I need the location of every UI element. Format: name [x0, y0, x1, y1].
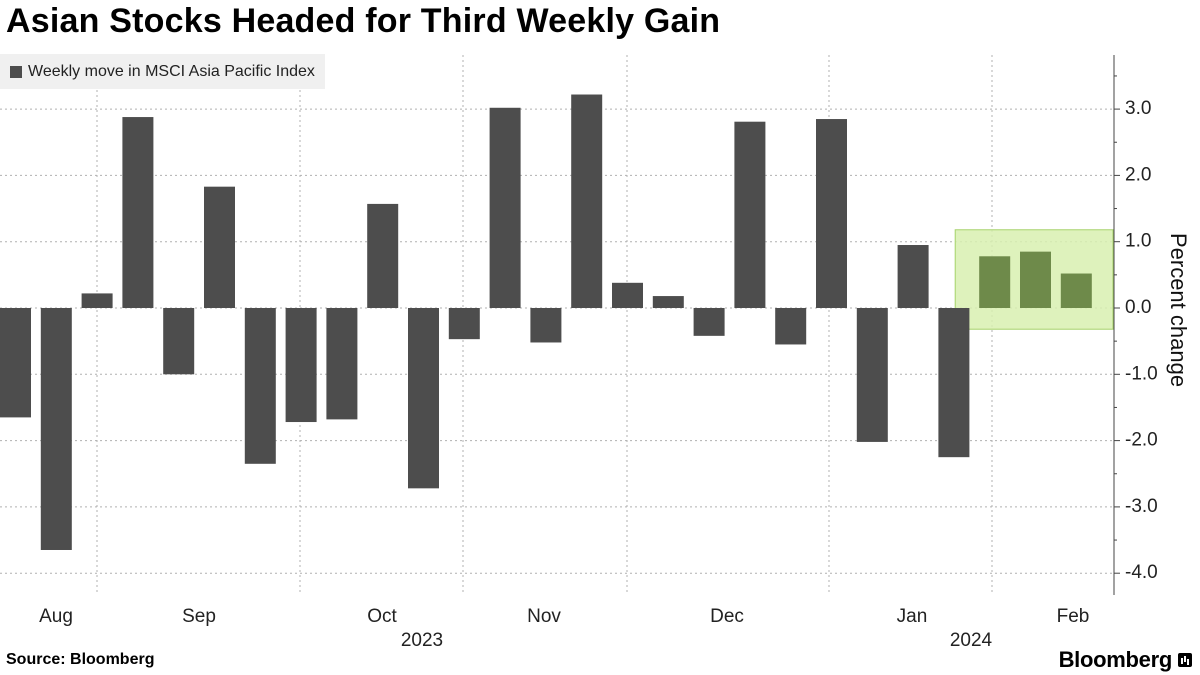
bar — [979, 256, 1011, 308]
y-tick-label: 3.0 — [1125, 98, 1151, 119]
x-axis: Aug Sep Oct Nov Dec Jan Feb 2023 2024 — [39, 606, 1089, 651]
bar — [734, 121, 766, 309]
x-year-label: 2024 — [950, 630, 993, 651]
bar — [163, 308, 195, 375]
bloomberg-logo: Bloomberg — [1059, 647, 1192, 673]
bloomberg-chart-icon — [1178, 653, 1192, 667]
bar — [612, 282, 643, 308]
x-month-label: Oct — [367, 606, 397, 627]
brand-name: Bloomberg — [1058, 647, 1173, 672]
legend-swatch — [10, 65, 22, 78]
bar — [1020, 251, 1051, 308]
bar — [285, 308, 317, 423]
bar — [1060, 273, 1092, 308]
bar — [856, 308, 888, 442]
y-tick-label: -2.0 — [1125, 430, 1158, 451]
bar — [897, 245, 929, 308]
bar — [816, 119, 847, 308]
bar — [244, 308, 276, 464]
y-tick-label: 0.0 — [1125, 297, 1151, 318]
y-tick-label: -4.0 — [1125, 562, 1158, 583]
y-axis-label: Percent change — [1166, 233, 1191, 387]
bar — [775, 308, 807, 345]
x-month-label: Aug — [39, 606, 73, 627]
x-month-label: Jan — [897, 606, 928, 627]
source-note: Source: Bloomberg — [6, 651, 155, 668]
x-month-label: Nov — [527, 606, 561, 627]
bar — [81, 293, 113, 308]
x-year-label: 2023 — [401, 630, 443, 651]
bar — [652, 296, 684, 308]
y-axis: 3.0 2.0 1.0 0.0 -1.0 -2.0 -3.0 -4.0 — [1113, 55, 1158, 595]
y-tick-label: -3.0 — [1125, 496, 1158, 517]
bar — [326, 308, 358, 420]
x-month-label: Dec — [710, 606, 744, 627]
bars — [0, 94, 1092, 550]
bar — [367, 203, 399, 308]
bar — [448, 308, 480, 340]
chart-title: Asian Stocks Headed for Third Weekly Gai… — [6, 2, 721, 40]
bar — [0, 308, 31, 418]
x-month-label: Sep — [182, 606, 216, 627]
y-tick-label: 2.0 — [1125, 164, 1151, 185]
legend-label: Weekly move in MSCI Asia Pacific Index — [28, 62, 315, 80]
y-tick-label: -1.0 — [1125, 363, 1158, 384]
bar — [408, 308, 439, 489]
bar — [530, 308, 562, 343]
y-tick-label: 1.0 — [1125, 231, 1151, 252]
x-month-label: Feb — [1057, 606, 1090, 627]
bar — [489, 107, 521, 308]
bar — [122, 117, 154, 308]
bar — [571, 94, 603, 308]
bar — [40, 308, 72, 550]
bar — [938, 308, 970, 458]
legend: Weekly move in MSCI Asia Pacific Index — [0, 54, 325, 89]
bar — [204, 186, 235, 308]
bar — [693, 308, 725, 336]
